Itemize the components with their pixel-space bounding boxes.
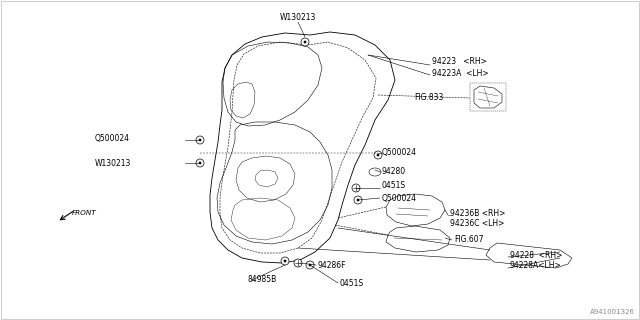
Circle shape: [309, 264, 311, 266]
Circle shape: [199, 162, 201, 164]
Text: FIG.607: FIG.607: [454, 236, 483, 244]
Circle shape: [196, 136, 204, 144]
Text: 94228A<LH>: 94228A<LH>: [510, 261, 562, 270]
Text: 94286F: 94286F: [318, 260, 346, 269]
Text: 84985B: 84985B: [248, 276, 277, 284]
Text: Q500024: Q500024: [95, 133, 130, 142]
Ellipse shape: [369, 168, 381, 176]
Circle shape: [357, 199, 359, 201]
Text: Q500024: Q500024: [382, 148, 417, 156]
Circle shape: [354, 196, 362, 204]
Text: 0451S: 0451S: [340, 278, 364, 287]
Circle shape: [281, 257, 289, 265]
Text: FIG.833: FIG.833: [414, 92, 444, 101]
Text: W130213: W130213: [280, 13, 316, 22]
Text: W130213: W130213: [95, 158, 131, 167]
Text: A941001326: A941001326: [590, 309, 635, 315]
Text: FRONT: FRONT: [72, 210, 97, 216]
Circle shape: [306, 261, 314, 269]
Text: 94223   <RH>: 94223 <RH>: [432, 58, 487, 67]
Text: 94280: 94280: [382, 167, 406, 177]
Circle shape: [304, 41, 306, 43]
Text: Q500024: Q500024: [382, 194, 417, 203]
Circle shape: [294, 259, 302, 267]
Circle shape: [352, 184, 360, 192]
Circle shape: [377, 154, 379, 156]
Text: 94228  <RH>: 94228 <RH>: [510, 251, 563, 260]
Circle shape: [196, 159, 204, 167]
Circle shape: [199, 139, 201, 141]
Circle shape: [284, 260, 286, 262]
Text: 0451S: 0451S: [382, 181, 406, 190]
Text: 94236C <LH>: 94236C <LH>: [450, 220, 504, 228]
Text: 94236B <RH>: 94236B <RH>: [450, 209, 506, 218]
Circle shape: [374, 151, 382, 159]
Text: 94223A  <LH>: 94223A <LH>: [432, 68, 488, 77]
Circle shape: [301, 38, 309, 46]
